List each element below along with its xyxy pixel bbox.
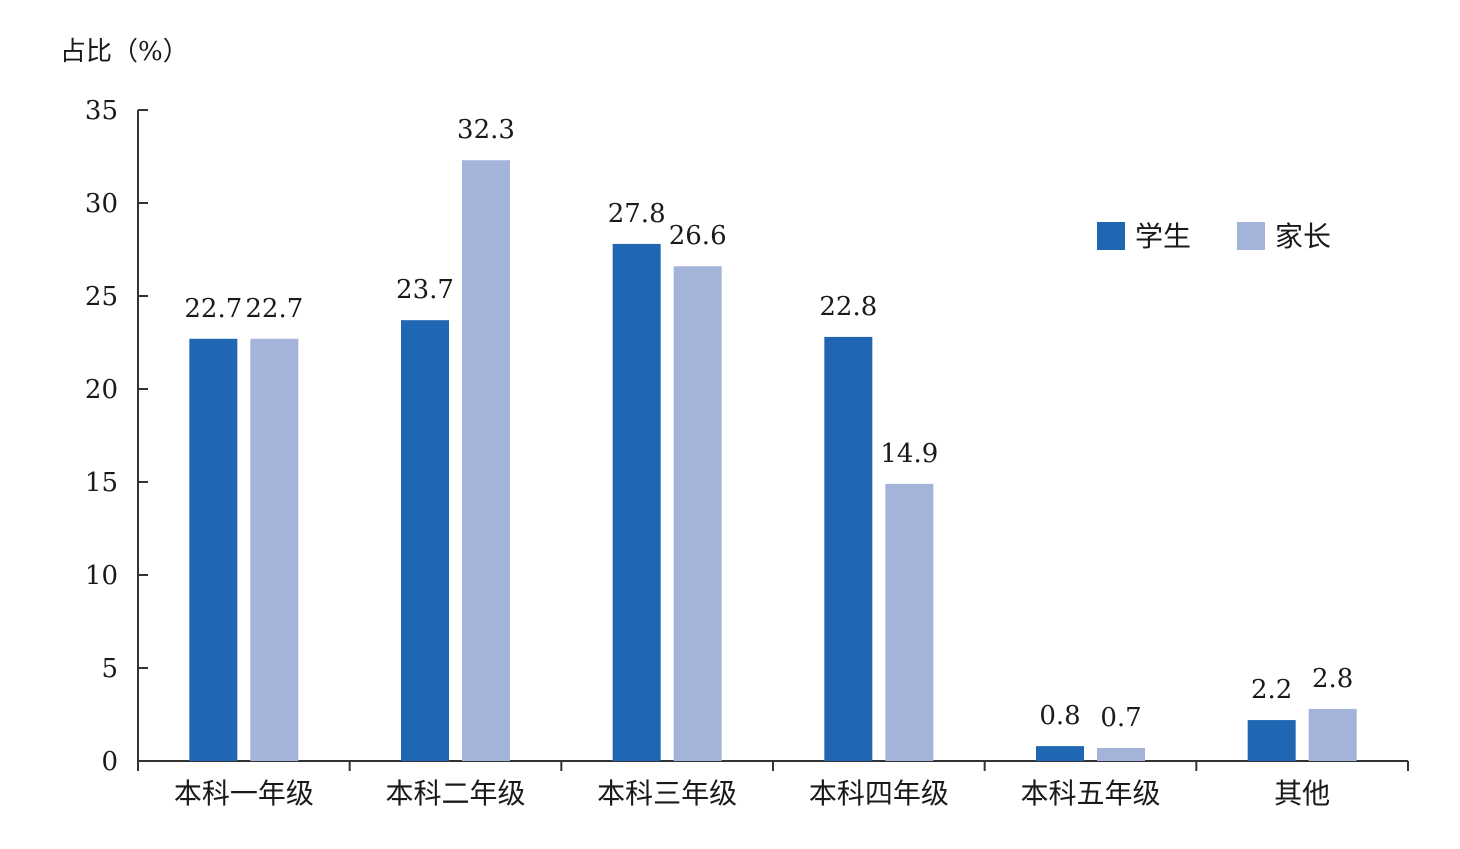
x-tick-label: 其他 bbox=[1274, 777, 1330, 810]
data-label: 26.6 bbox=[669, 221, 727, 251]
data-label: 14.9 bbox=[880, 439, 938, 469]
x-tick-label: 本科五年级 bbox=[1020, 777, 1160, 810]
y-tick-label: 20 bbox=[85, 375, 118, 405]
bar bbox=[824, 336, 873, 761]
legend-label: 学生 bbox=[1135, 220, 1191, 253]
y-tick-label: 25 bbox=[85, 282, 118, 312]
y-tick-label: 10 bbox=[85, 561, 118, 591]
legend-label: 家长 bbox=[1275, 220, 1331, 253]
legend: 学生 家长 bbox=[1097, 220, 1331, 253]
bar bbox=[612, 243, 661, 762]
bar bbox=[673, 266, 722, 761]
x-tick-label: 本科四年级 bbox=[809, 777, 949, 810]
x-tick-label: 本科二年级 bbox=[385, 777, 525, 810]
bar bbox=[1036, 746, 1084, 761]
bar bbox=[1308, 708, 1357, 761]
axes: 0 5 10 15 20 25 30 35 本科一年级 本科二年级 本科三年级 本科四年级 本科五年级 其… bbox=[85, 96, 1409, 810]
data-labels: 22.7 23.7 27.8 22.8 0.8 2.2 22.7 32.3 26.6 14.9 0.… bbox=[184, 115, 1353, 733]
y-tick-label: 15 bbox=[85, 468, 118, 498]
data-label: 0.7 bbox=[1100, 703, 1141, 733]
bar bbox=[1247, 720, 1296, 761]
bar bbox=[1097, 747, 1145, 761]
x-tick-label: 本科一年级 bbox=[174, 777, 314, 810]
x-tick-label: 本科三年级 bbox=[597, 777, 737, 810]
bar bbox=[885, 483, 934, 761]
data-label: 0.8 bbox=[1039, 701, 1080, 731]
bar bbox=[401, 320, 449, 761]
bar bbox=[462, 160, 510, 762]
data-label: 22.7 bbox=[245, 294, 303, 324]
data-label: 2.2 bbox=[1251, 675, 1292, 705]
y-tick-label: 30 bbox=[85, 189, 118, 219]
data-label: 32.3 bbox=[457, 115, 515, 145]
y-tick-label: 5 bbox=[101, 654, 118, 684]
legend-swatch bbox=[1237, 222, 1265, 250]
bar bbox=[189, 338, 238, 761]
bars bbox=[189, 160, 1357, 762]
data-label: 2.8 bbox=[1312, 664, 1353, 694]
bar bbox=[250, 338, 299, 761]
data-label: 23.7 bbox=[396, 275, 454, 305]
legend-swatch bbox=[1097, 222, 1125, 250]
data-label: 27.8 bbox=[608, 199, 666, 229]
data-label: 22.8 bbox=[819, 292, 877, 322]
data-label: 22.7 bbox=[184, 294, 242, 324]
y-axis-label: 占比（%） bbox=[60, 37, 189, 67]
y-tick-label: 35 bbox=[85, 96, 118, 126]
y-tick-label: 0 bbox=[101, 747, 118, 777]
